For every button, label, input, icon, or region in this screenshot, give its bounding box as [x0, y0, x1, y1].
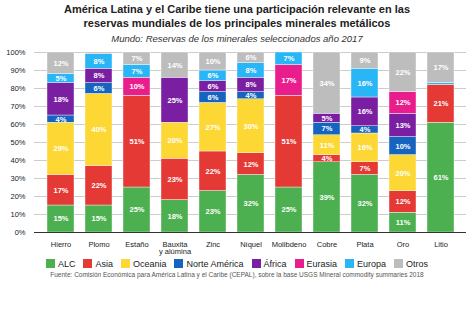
html-text:Norte América: Norte América [186, 258, 244, 269]
svg-text:22%: 22% [205, 166, 220, 175]
svg-text:8%: 8% [94, 71, 105, 80]
svg-text:0%: 0% [15, 227, 26, 236]
svg-text:5%: 5% [322, 113, 333, 122]
svg-text:7%: 7% [132, 54, 143, 63]
html-text:Eurasia: Eurasia [306, 258, 337, 269]
html-text:ALC: ALC [57, 258, 76, 269]
svg-text:6%: 6% [246, 53, 257, 62]
svg-text:20%: 20% [395, 168, 410, 177]
svg-text:9%: 9% [360, 56, 371, 65]
svg-text:23%: 23% [167, 174, 182, 183]
svg-text:4%: 4% [360, 125, 371, 134]
svg-text:4%: 4% [56, 114, 67, 123]
svg-text:10%: 10% [10, 209, 25, 218]
svg-text:21%: 21% [433, 99, 448, 108]
svg-text:39%: 39% [319, 192, 334, 201]
svg-text:25%: 25% [167, 95, 182, 104]
svg-text:8%: 8% [94, 56, 105, 65]
svg-text:51%: 51% [129, 137, 144, 146]
svg-text:30%: 30% [10, 173, 25, 182]
svg-text:17%: 17% [433, 63, 448, 72]
svg-text:10%: 10% [395, 141, 410, 150]
html-text:Otros: Otros [406, 258, 429, 269]
html-text:Oceania: Oceania [132, 258, 167, 269]
svg-text:13%: 13% [395, 120, 410, 129]
html-text:África: África [263, 258, 287, 269]
svg-text:25%: 25% [281, 205, 296, 214]
html-text:Europa: Europa [357, 258, 387, 269]
svg-text:32%: 32% [243, 199, 258, 208]
svg-text:12%: 12% [53, 58, 68, 67]
svg-text:6%: 6% [94, 83, 105, 92]
html-text:Mundo: Reservas de los mineral: Mundo: Reservas de los minerales selecci… [111, 32, 363, 44]
svg-text:22%: 22% [395, 67, 410, 76]
svg-text:6%: 6% [208, 92, 219, 101]
svg-text:22%: 22% [91, 181, 106, 190]
svg-text:6%: 6% [208, 82, 219, 91]
svg-text:8%: 8% [246, 80, 257, 89]
html-text:América Latina y el Caribe tie: América Latina y el Caribe tiene una par… [64, 3, 410, 29]
svg-text:7%: 7% [132, 66, 143, 75]
svg-text:90%: 90% [10, 65, 25, 74]
svg-text:50%: 50% [10, 137, 25, 146]
svg-text:16%: 16% [357, 143, 372, 152]
svg-text:4%: 4% [322, 154, 333, 163]
svg-text:Oro: Oro [397, 239, 410, 248]
svg-text:20%: 20% [10, 191, 25, 200]
svg-text:Hierro: Hierro [51, 239, 71, 248]
svg-text:61%: 61% [433, 173, 448, 182]
svg-text:Bauxitay alúmina: Bauxitay alúmina [159, 239, 192, 256]
svg-text:Plata: Plata [356, 239, 374, 248]
svg-text:100%: 100% [6, 47, 26, 56]
svg-text:29%: 29% [53, 144, 68, 153]
svg-text:Plomo: Plomo [88, 239, 109, 248]
svg-text:7%: 7% [284, 54, 295, 63]
svg-text:60%: 60% [10, 119, 25, 128]
svg-text:10%: 10% [129, 82, 144, 91]
svg-text:17%: 17% [281, 75, 296, 84]
svg-text:5%: 5% [56, 74, 67, 83]
svg-text:40%: 40% [10, 155, 25, 164]
svg-text:15%: 15% [53, 214, 68, 223]
svg-text:23%: 23% [205, 207, 220, 216]
svg-text:7%: 7% [360, 164, 371, 173]
svg-text:70%: 70% [10, 101, 25, 110]
svg-text:16%: 16% [357, 78, 372, 87]
html-text:Fuente: Comisión Económica par: Fuente: Comisión Económica para América … [50, 270, 424, 278]
svg-text:16%: 16% [357, 107, 372, 116]
svg-text:51%: 51% [281, 137, 296, 146]
svg-text:11%: 11% [396, 218, 411, 227]
svg-text:25%: 25% [129, 205, 144, 214]
svg-text:12%: 12% [395, 197, 410, 206]
svg-text:4%: 4% [246, 91, 257, 100]
svg-text:Zinc: Zinc [206, 239, 220, 248]
svg-text:18%: 18% [53, 94, 68, 103]
svg-text:Molibdeno: Molibdeno [272, 239, 307, 248]
svg-text:15%: 15% [91, 214, 106, 223]
svg-text:14%: 14% [167, 60, 182, 69]
svg-text:34%: 34% [319, 78, 334, 87]
svg-text:7%: 7% [322, 124, 333, 133]
svg-text:Estaño: Estaño [125, 239, 148, 248]
svg-text:32%: 32% [357, 199, 372, 208]
html-text:Asia: Asia [95, 258, 113, 269]
svg-text:18%: 18% [167, 211, 182, 220]
svg-text:12%: 12% [243, 159, 258, 168]
svg-text:17%: 17% [53, 185, 68, 194]
svg-text:8%: 8% [246, 65, 257, 74]
svg-text:12%: 12% [395, 98, 410, 107]
svg-text:Níquel: Níquel [240, 239, 262, 248]
svg-text:Cobre: Cobre [317, 239, 337, 248]
svg-text:10%: 10% [205, 56, 220, 65]
svg-text:11%: 11% [320, 140, 335, 149]
svg-text:30%: 30% [243, 121, 258, 130]
svg-text:Litio: Litio [434, 239, 448, 248]
svg-text:20%: 20% [167, 136, 182, 145]
svg-text:27%: 27% [205, 122, 220, 131]
svg-text:80%: 80% [10, 83, 25, 92]
svg-text:6%: 6% [208, 71, 219, 80]
svg-text:40%: 40% [91, 125, 106, 134]
